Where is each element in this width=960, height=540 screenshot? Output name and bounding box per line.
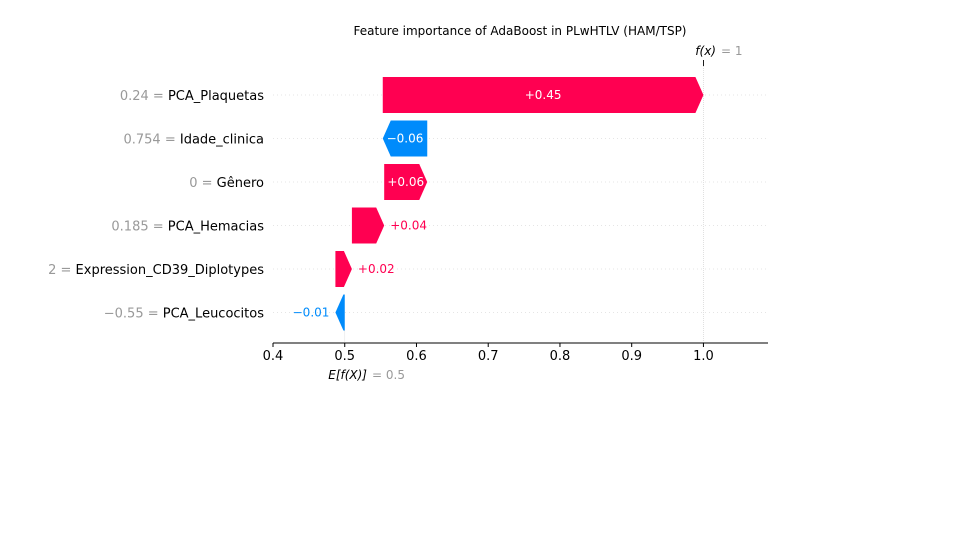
x-tick-label: 0.5 bbox=[334, 349, 355, 364]
base-value-annotation: E[f(X)] = 0.5 bbox=[328, 368, 405, 382]
contribution-label: +0.06 bbox=[387, 175, 424, 189]
feature-name: PCA_Plaquetas bbox=[168, 89, 264, 104]
feature-name: Expression_CD39_Diplotypes bbox=[76, 263, 265, 278]
final-value-text: = 1 bbox=[721, 44, 743, 58]
feature-name: PCA_Leucocitos bbox=[163, 307, 264, 322]
feature-value: 0 = bbox=[189, 176, 216, 191]
contribution-bar bbox=[335, 294, 345, 331]
feature-label: −0.55 = PCA_Leucocitos bbox=[104, 307, 264, 322]
x-tick-label: 0.7 bbox=[478, 349, 499, 364]
feature-value: 2 = bbox=[48, 263, 75, 278]
reference-lines bbox=[344, 60, 704, 343]
feature-name: PCA_Hemacias bbox=[168, 220, 264, 235]
feature-label: 0.185 = PCA_Hemacias bbox=[111, 220, 264, 235]
final-value-label: f(x) bbox=[695, 44, 716, 58]
contribution-label: −0.06 bbox=[387, 132, 424, 146]
contribution-label: +0.45 bbox=[525, 88, 562, 102]
x-tick-label: 0.6 bbox=[406, 349, 427, 364]
contribution-bar bbox=[335, 251, 352, 287]
feature-name: Idade_clinica bbox=[180, 133, 264, 148]
chart-title: Feature importance of AdaBoost in PLwHTL… bbox=[354, 24, 687, 38]
contribution-label: +0.04 bbox=[390, 219, 427, 233]
contribution-label: −0.01 bbox=[293, 306, 330, 320]
contribution-label: +0.02 bbox=[358, 262, 395, 276]
x-axis: 0.4 0.5 0.6 0.7 0.8 0.9 1.0 bbox=[263, 342, 768, 364]
feature-value: −0.55 = bbox=[104, 307, 163, 322]
contribution-bar bbox=[351, 207, 385, 244]
feature-value: 0.754 = bbox=[123, 133, 179, 148]
base-value-text: = 0.5 bbox=[372, 368, 405, 382]
feature-label: 0.754 = Idade_clinica bbox=[123, 133, 264, 148]
contribution-bar bbox=[382, 120, 428, 157]
base-value-label: E[f(X)] bbox=[328, 368, 367, 382]
feature-label: 2 = Expression_CD39_Diplotypes bbox=[48, 263, 264, 278]
x-tick-label: 0.9 bbox=[621, 349, 642, 364]
feature-label: 0 = Gênero bbox=[189, 176, 264, 191]
row-guide-lines bbox=[273, 94, 768, 313]
contribution-bar bbox=[382, 77, 704, 113]
contribution-bars: +0.45 −0.06 +0.06 +0.04 +0.02 −0.01 bbox=[293, 77, 704, 331]
x-tick-label: 0.4 bbox=[263, 349, 284, 364]
contribution-bar bbox=[384, 164, 428, 200]
x-tick-label: 0.8 bbox=[550, 349, 571, 364]
final-value-annotation: f(x) = 1 bbox=[695, 44, 742, 58]
feature-labels: 0.24 = PCA_Plaquetas 0.754 = Idade_clinic… bbox=[48, 89, 264, 322]
feature-value: 0.24 = bbox=[120, 89, 168, 104]
x-tick-label: 1.0 bbox=[693, 349, 714, 364]
feature-name: Gênero bbox=[217, 176, 264, 191]
feature-value: 0.185 = bbox=[111, 220, 167, 235]
feature-label: 0.24 = PCA_Plaquetas bbox=[120, 89, 264, 104]
